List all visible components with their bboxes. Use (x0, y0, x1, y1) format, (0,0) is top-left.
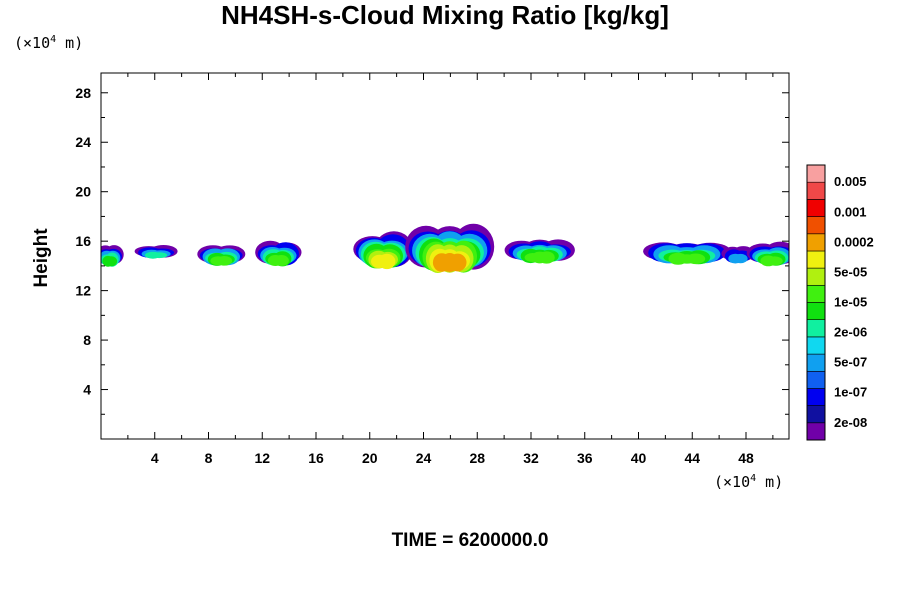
cloud-region (134, 245, 178, 259)
cloud-contour-8 (766, 256, 783, 266)
y-tick-label: 4 (83, 382, 91, 398)
colorbar-label: 1e-07 (834, 385, 867, 400)
cloud-contour-6 (151, 252, 168, 259)
x-tick-label: 44 (684, 450, 700, 466)
y-unit-label: (×104 m) (14, 34, 83, 52)
cloud-region (353, 231, 413, 270)
colorbar-label: 5e-07 (834, 355, 867, 370)
cloud-region (504, 239, 575, 264)
colorbar-swatch (806, 267, 826, 286)
colorbar-label: 2e-08 (834, 415, 867, 430)
y-unit-prefix: (×10 (14, 34, 51, 52)
chart-title: NH4SH-s-Cloud Mixing Ratio [kg/kg] (221, 0, 669, 30)
y-tick-label: 20 (75, 184, 91, 200)
y-tick-label: 28 (75, 85, 91, 101)
cloud-contour-8 (273, 255, 289, 266)
cloud-region (101, 245, 124, 267)
cloud-region (405, 223, 495, 273)
cloud-contour-11 (448, 253, 467, 272)
cloud-region (721, 246, 755, 264)
x-unit-exponent: 4 (750, 473, 757, 484)
x-unit-prefix: (×10 (714, 473, 751, 491)
x-tick-label: 24 (416, 450, 432, 466)
x-tick-label: 20 (362, 450, 378, 466)
x-tick-label: 4 (151, 450, 159, 466)
colorbar-swatch (806, 370, 826, 389)
colorbar-label: 5e-05 (834, 264, 867, 279)
x-tick-label: 28 (469, 450, 485, 466)
colorbar-swatch (806, 405, 826, 424)
time-label: TIME = 6200000.0 (391, 530, 549, 551)
colorbar-swatch (806, 216, 826, 235)
colorbar-label: 1e-05 (834, 295, 867, 310)
y-unit-exponent: 4 (50, 34, 57, 45)
x-tick-label: 32 (523, 450, 539, 466)
colorbar-label: 2e-06 (834, 325, 867, 340)
colorbar-swatch (806, 302, 826, 320)
plot-frame (100, 72, 790, 440)
x-unit-suffix: m) (756, 473, 784, 491)
colorbar-swatch (806, 388, 826, 406)
cloud-region (643, 242, 731, 265)
colorbar-label: 0.005 (834, 174, 867, 189)
y-tick-label: 16 (75, 233, 91, 249)
colorbar-swatch (806, 353, 826, 372)
colorbar-swatch (806, 233, 826, 252)
y-tick-label: 12 (75, 283, 91, 299)
colorbar-swatch (806, 181, 826, 200)
cloud-region (255, 240, 302, 267)
cloud-contour-8 (686, 253, 706, 265)
colorbar-swatch (806, 284, 826, 303)
cloud-contour-8 (216, 255, 233, 266)
colorbar-swatch (806, 336, 826, 355)
cloud-region (197, 245, 246, 266)
x-tick-label: 12 (254, 450, 270, 466)
cloud-region (746, 241, 789, 267)
cloud-contour-8 (538, 251, 555, 264)
colorbar-swatch (806, 250, 826, 269)
x-tick-label: 48 (738, 450, 754, 466)
y-tick-label: 8 (83, 332, 91, 348)
x-tick-label: 8 (205, 450, 213, 466)
cloud-contour-7 (105, 256, 118, 267)
colorbar-label: 0.0002 (834, 234, 874, 249)
colorbar-frame (806, 164, 826, 441)
cloud-contour-4 (733, 253, 748, 264)
colorbar-swatch (806, 164, 826, 183)
x-unit-label: (×104 m) (714, 473, 783, 491)
y-unit-suffix: m) (56, 34, 84, 52)
x-tick-label: 36 (577, 450, 593, 466)
x-tick-label: 16 (308, 450, 324, 466)
colorbar-label: 0.001 (834, 204, 867, 219)
colorbar-swatch (806, 422, 826, 441)
colorbar-swatch (806, 199, 826, 217)
x-tick-label: 40 (631, 450, 647, 466)
y-tick-label: 24 (75, 134, 91, 150)
cloud-contour-10 (378, 253, 396, 270)
colorbar-swatch (806, 319, 826, 338)
